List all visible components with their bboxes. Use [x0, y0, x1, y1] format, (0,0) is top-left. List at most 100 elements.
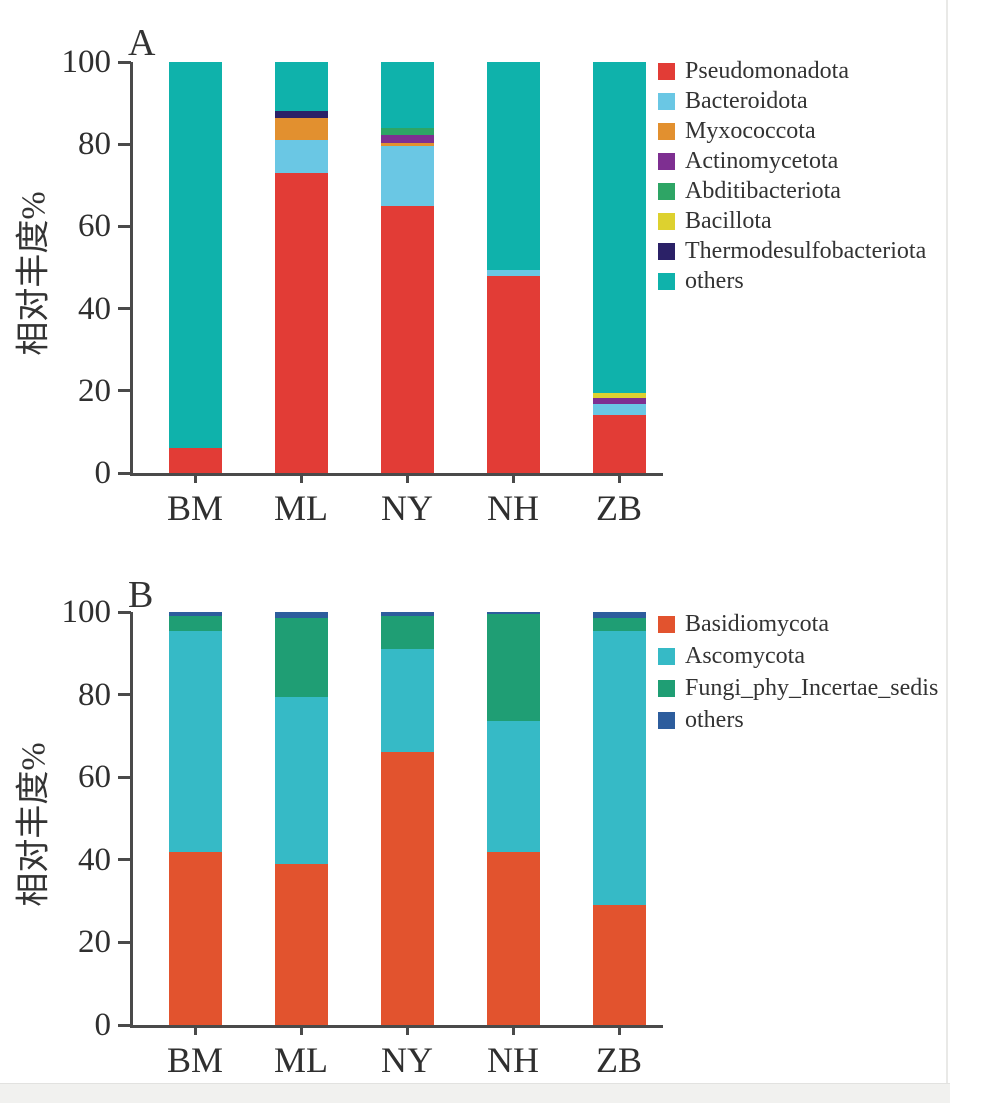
y-tick-mark — [118, 389, 131, 393]
x-tick-label: ZB — [595, 1040, 642, 1080]
legend-label: others — [685, 268, 744, 294]
bar-segment — [380, 649, 434, 753]
legend-swatch — [658, 212, 675, 230]
bar-segment — [274, 140, 328, 173]
y-tick-mark — [118, 471, 131, 475]
bar-segment — [380, 616, 434, 650]
scan-edge-right — [946, 0, 948, 1083]
bar-segment — [592, 403, 646, 416]
chart-b-plot-area: 0 20 40 60 80 100 BM ML NY NH ZB — [62, 595, 663, 1080]
bar-nh — [486, 62, 540, 473]
bar-segment — [380, 205, 434, 473]
bar-segment — [168, 616, 222, 631]
bar-segment — [380, 62, 434, 128]
bar-segment — [168, 612, 222, 617]
y-tick-label: 0 — [94, 1007, 112, 1043]
legend-item: Pseudomonadota — [658, 56, 926, 86]
chart-a: A 相对丰度% 0 20 40 60 80 100 BM ML NY NH ZB Pseudomon… — [0, 0, 986, 545]
legend-item: Thermodesulfobacteriota — [658, 236, 926, 266]
bar-segment — [274, 172, 328, 473]
bar-segment — [486, 62, 540, 270]
bar-segment — [274, 863, 328, 1025]
legend-label: Bacillota — [685, 208, 772, 234]
bar-segment — [168, 630, 222, 852]
x-tick-mark — [193, 473, 197, 483]
legend-item: others — [658, 266, 926, 296]
legend-swatch — [658, 647, 675, 665]
y-tick-label: 20 — [78, 924, 111, 961]
legend-item: Bacillota — [658, 206, 926, 236]
chart-b-title: B — [128, 574, 154, 616]
bar-bm — [168, 62, 222, 473]
legend-swatch — [658, 182, 675, 200]
legend-swatch — [658, 62, 675, 80]
bar-ml — [274, 62, 328, 473]
legend-item: Actinomycetota — [658, 146, 926, 176]
bar-segment — [274, 696, 328, 864]
legend-item: Abditibacteriota — [658, 176, 926, 206]
x-tick-mark — [617, 1025, 621, 1035]
y-tick-label: 100 — [61, 594, 112, 630]
bar-segment — [592, 630, 646, 906]
bar-nh — [486, 612, 540, 1025]
bar-segment — [274, 612, 328, 619]
x-tick-mark — [299, 1025, 303, 1035]
bar-segment — [592, 397, 646, 404]
x-tick-mark — [617, 473, 621, 483]
legend-swatch — [658, 122, 675, 140]
legend-swatch — [658, 615, 675, 633]
legend-item: Fungi_phy_Incertae_sedis — [658, 672, 938, 704]
legend-label: Basidiomycota — [685, 611, 829, 637]
legend-label: Bacteroidota — [685, 88, 808, 114]
bar-segment — [486, 612, 540, 615]
chart-b: B 相对丰度% 0 20 40 60 80 100 BM ML NY NH ZB Basidiomy… — [0, 550, 986, 1095]
legend-label: Fungi_phy_Incertae_sedis — [685, 675, 939, 701]
legend-label: Actinomycetota — [685, 148, 839, 174]
chart-a-title: A — [128, 22, 156, 64]
y-tick-label: 100 — [61, 44, 112, 80]
x-tick-label: BM — [166, 1040, 224, 1080]
x-tick-label: NH — [487, 1040, 539, 1080]
x-tick-label: NH — [487, 488, 539, 528]
y-tick-label: 60 — [78, 208, 111, 245]
legend-item: others — [658, 704, 938, 736]
legend-item: Bacteroidota — [658, 86, 926, 116]
legend-swatch — [658, 272, 675, 290]
legend-item: Myxococcota — [658, 116, 926, 146]
bar-zb — [592, 62, 646, 473]
bar-segment — [168, 851, 222, 1025]
y-tick-label: 0 — [94, 455, 112, 491]
chart-b-legend: Basidiomycota Ascomycota Fungi_phy_Incerta… — [658, 608, 938, 736]
x-tick-mark — [511, 473, 515, 483]
bar-segment — [592, 905, 646, 1025]
y-tick-label: 80 — [78, 676, 111, 713]
bar-segment — [380, 146, 434, 206]
x-tick-label: ML — [274, 1040, 328, 1080]
y-tick-label: 40 — [78, 841, 111, 878]
bar-ml — [274, 612, 328, 1025]
legend-label: Myxococcota — [685, 118, 816, 144]
y-tick-label: 80 — [78, 126, 111, 163]
x-tick-label: ML — [274, 488, 328, 528]
y-tick-mark — [118, 224, 131, 228]
x-tick-mark — [405, 473, 409, 483]
legend-label: Ascomycota — [685, 643, 805, 669]
chart-a-legend: Pseudomonadota Bacteroidota Myxococcota Act… — [658, 56, 926, 296]
legend-swatch — [658, 711, 675, 729]
bar-segment — [592, 618, 646, 631]
y-tick-label: 60 — [78, 759, 111, 796]
legend-item: Ascomycota — [658, 640, 938, 672]
y-tick-mark — [118, 693, 131, 697]
x-tick-mark — [405, 1025, 409, 1035]
y-tick-label: 40 — [78, 290, 111, 327]
y-tick-label: 20 — [78, 372, 111, 409]
bar-segment — [168, 62, 222, 449]
legend-label: Abditibacteriota — [685, 178, 841, 204]
y-tick-mark — [118, 142, 131, 146]
legend-item: Basidiomycota — [658, 608, 938, 640]
bar-segment — [274, 62, 328, 112]
y-tick-mark — [118, 940, 131, 944]
y-tick-mark — [118, 858, 131, 862]
bar-segment — [486, 851, 540, 1025]
